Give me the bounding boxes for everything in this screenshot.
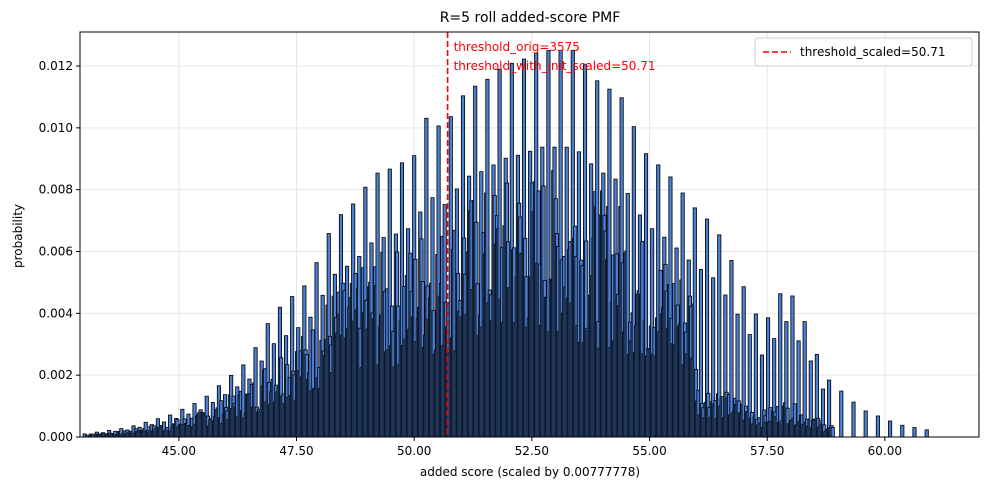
legend-box — [754, 37, 973, 67]
y-tick-label: 0.000 — [39, 430, 73, 444]
legend: threshold_scaled=50.71 — [754, 37, 973, 67]
x-tick-label: 57.50 — [750, 444, 784, 458]
y-axis-title: probability — [11, 204, 25, 268]
threshold-annotation-orig: threshold_orig=3575 — [454, 40, 580, 54]
pmf-bar — [875, 415, 880, 438]
pmf-bar — [753, 313, 758, 438]
x-tick-label: 52.50 — [515, 444, 549, 458]
bars-group — [82, 50, 929, 438]
x-tick-label: 45.00 — [162, 444, 196, 458]
pmf-bar — [888, 420, 893, 438]
y-tick-label: 0.012 — [39, 59, 73, 73]
y-tick-label: 0.002 — [39, 368, 73, 382]
pmf-bar — [839, 390, 844, 438]
x-ticks: 45.00 47.50 50.00 52.50 55.00 57.50 60.00 — [162, 437, 902, 458]
y-ticks: 0.000 0.002 0.004 0.006 0.008 0.010 0.012 — [39, 59, 80, 444]
x-tick-label: 55.00 — [632, 444, 666, 458]
x-tick-label: 50.00 — [397, 444, 431, 458]
y-tick-label: 0.006 — [39, 245, 73, 259]
chart-title: R=5 roll added-score PMF — [440, 10, 621, 26]
pmf-bar — [851, 401, 856, 438]
x-tick-label: 47.50 — [279, 444, 313, 458]
pmf-bar — [830, 426, 835, 438]
y-tick-label: 0.010 — [39, 121, 73, 135]
y-tick-label: 0.004 — [39, 306, 73, 320]
plot-frame — [79, 31, 980, 438]
x-axis-title: added score (scaled by 0.00777778) — [420, 465, 640, 479]
y-tick-label: 0.008 — [39, 183, 73, 197]
pmf-bar — [900, 424, 905, 438]
threshold-annotation-scaled: threshold_with_init_scaled=50.71 — [454, 59, 656, 73]
pmf-bar — [912, 427, 917, 438]
pmf-bar — [863, 410, 868, 438]
pmf-bar — [729, 260, 734, 438]
legend-label: threshold_scaled=50.71 — [800, 45, 945, 59]
pmf-bar — [778, 293, 783, 438]
x-tick-label: 60.00 — [868, 444, 902, 458]
pmf-bar — [924, 429, 929, 438]
